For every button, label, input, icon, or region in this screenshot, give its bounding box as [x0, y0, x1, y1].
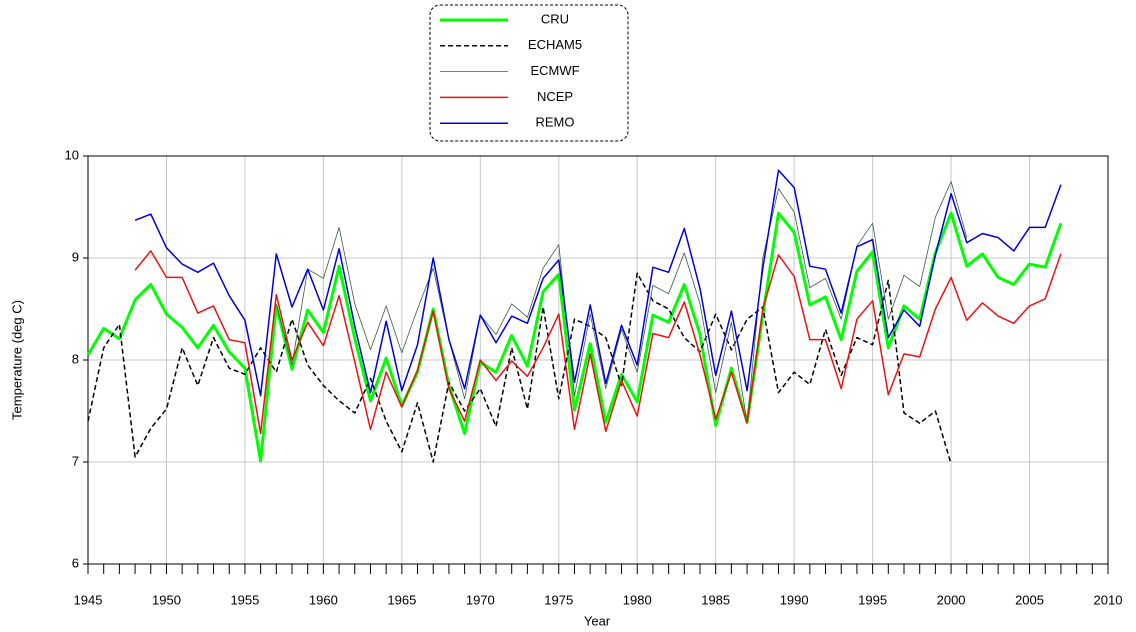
- x-tick-label: 1945: [74, 592, 103, 607]
- series-line: [87, 272, 952, 465]
- y-axis-label: Temperature (deg C): [9, 300, 24, 420]
- y-tick-label: 6: [72, 555, 79, 570]
- plot-frame: [87, 155, 1109, 565]
- x-tick-label: 1960: [309, 592, 338, 607]
- y-tick-label: 9: [72, 249, 79, 264]
- x-tick-label: 1980: [623, 592, 652, 607]
- x-tick-label: 1985: [701, 592, 730, 607]
- x-tick-label: 2010: [1094, 592, 1123, 607]
- x-tick-label: 1970: [466, 592, 495, 607]
- legend-box: [429, 4, 629, 142]
- y-tick-label: 7: [72, 453, 79, 468]
- series-line: [275, 181, 968, 424]
- x-tick-label: 1955: [230, 592, 259, 607]
- x-tick-label: 1965: [387, 592, 416, 607]
- x-tick-label: 1950: [152, 592, 181, 607]
- y-tick-label: 8: [72, 351, 79, 366]
- x-tick-label: 2005: [1015, 592, 1044, 607]
- x-tick-label: 1975: [544, 592, 573, 607]
- x-tick-label: 1990: [780, 592, 809, 607]
- y-tick-label: 10: [65, 147, 79, 162]
- legend-label: ECMWF: [530, 63, 579, 78]
- x-axis-label: Year: [584, 613, 611, 628]
- legend-label: ECHAM5: [528, 37, 582, 52]
- legend-label: CRU: [541, 11, 569, 26]
- x-tick-label: 2000: [937, 592, 966, 607]
- legend-label: NCEP: [537, 89, 573, 104]
- series-line: [134, 250, 1062, 435]
- series-line: [134, 169, 1062, 397]
- x-tick-label: 1995: [858, 592, 887, 607]
- legend-label: REMO: [536, 115, 575, 130]
